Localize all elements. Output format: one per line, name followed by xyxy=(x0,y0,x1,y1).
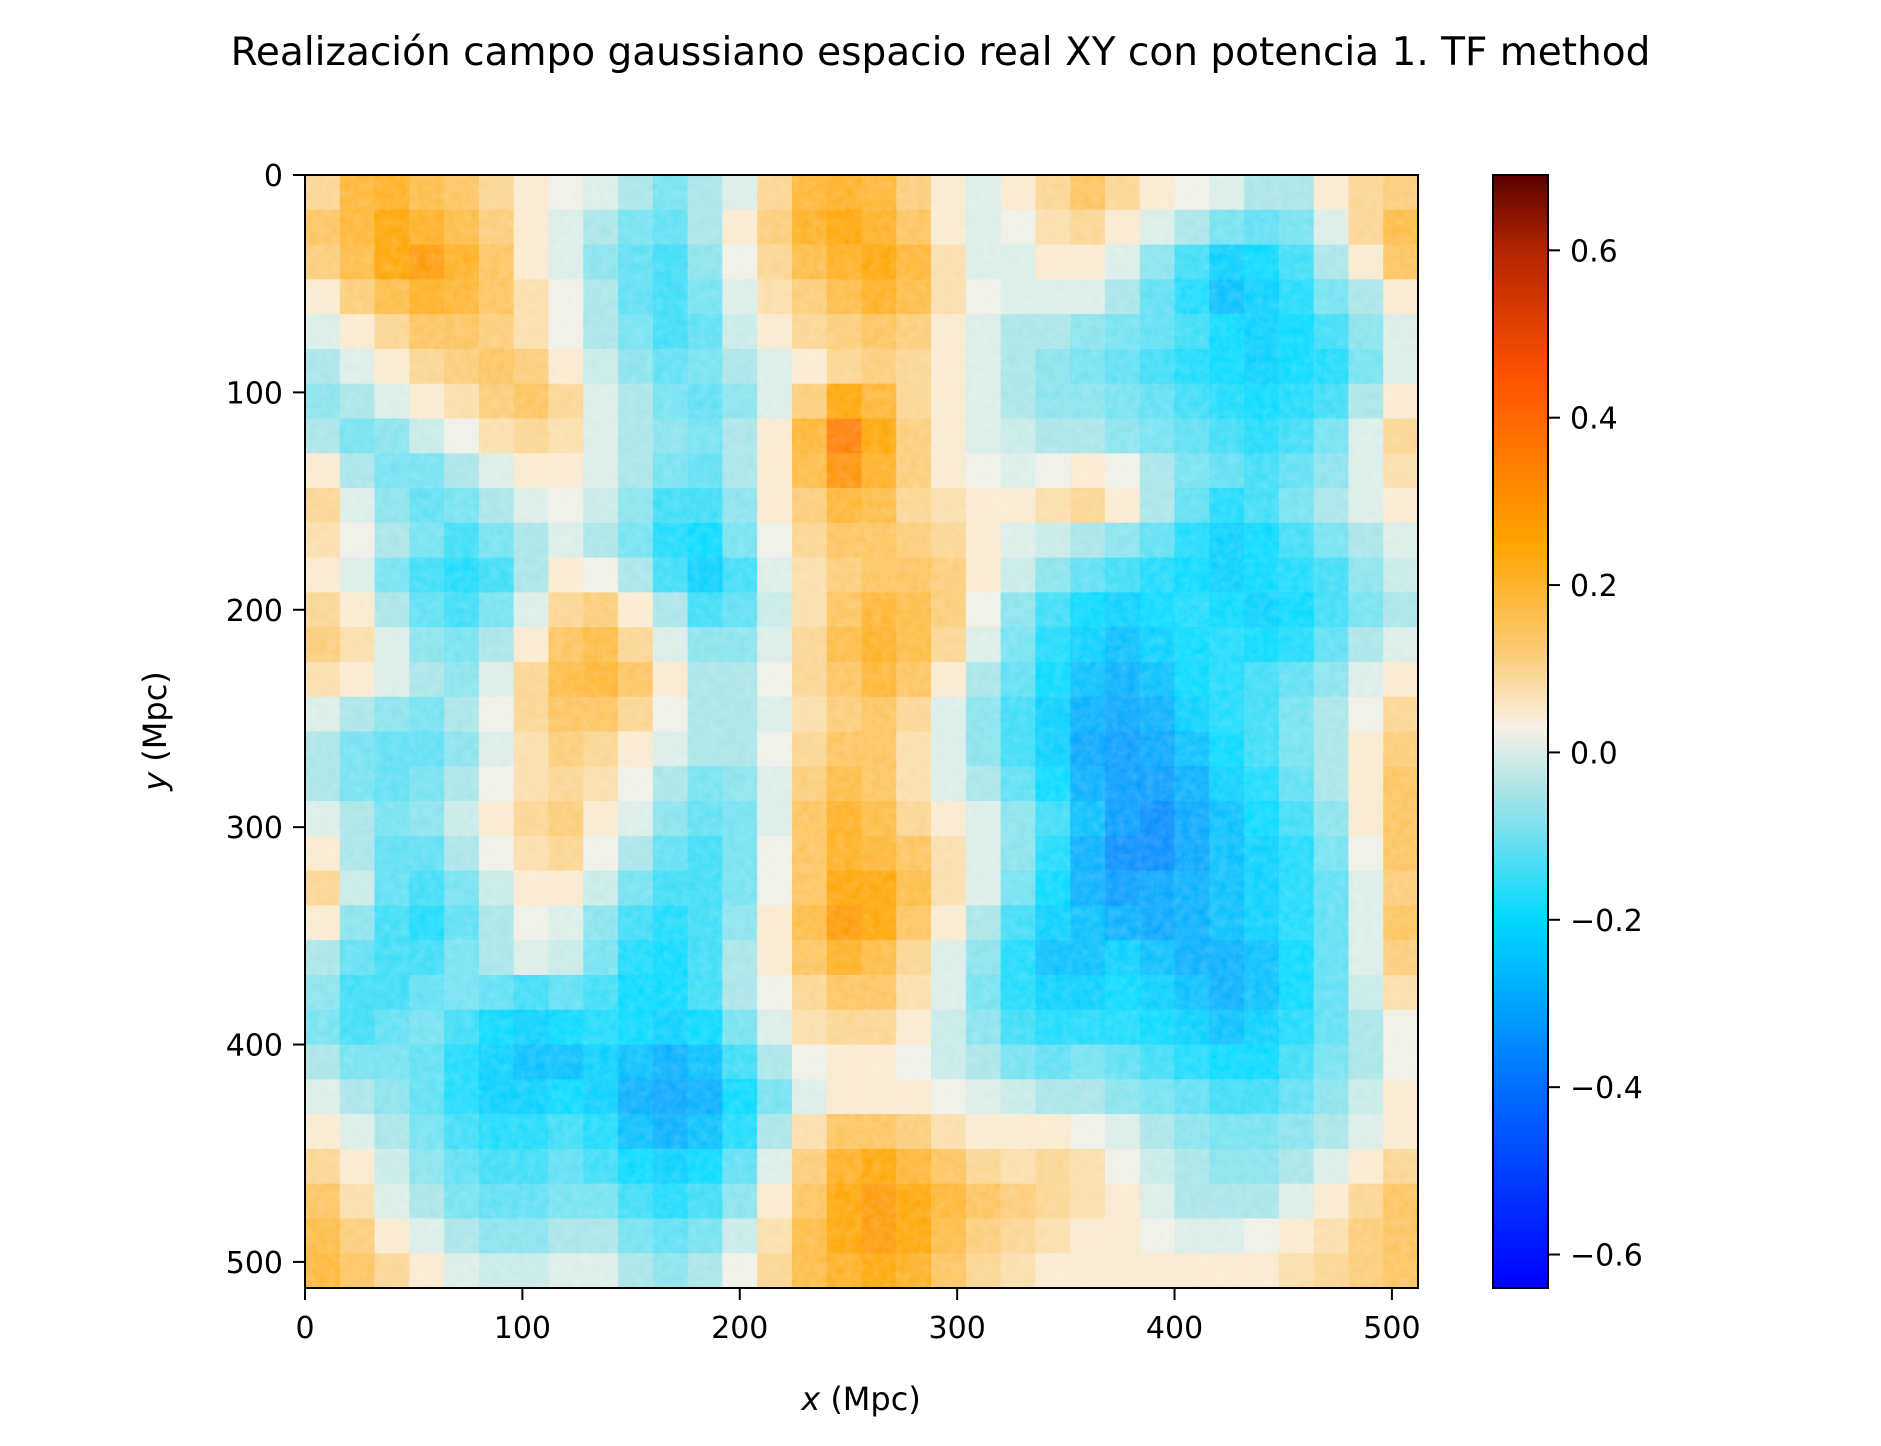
x-tick-label: 200 xyxy=(711,1311,768,1346)
colorbar-tick-label: 0.0 xyxy=(1570,736,1618,771)
y-tick-label: 400 xyxy=(226,1029,283,1064)
y-tick-label: 200 xyxy=(226,594,283,629)
colorbar xyxy=(1492,174,1549,1289)
colorbar-tick-label: 0.6 xyxy=(1570,234,1618,269)
y-tick-label: 300 xyxy=(226,811,283,846)
colorbar-tick-label: −0.2 xyxy=(1570,904,1643,939)
y-axis: 0 100 200 300 400 500 xyxy=(226,159,305,1281)
colorbar-tick-label: 0.2 xyxy=(1570,569,1618,604)
x-tick-label: 0 xyxy=(295,1311,314,1346)
colorbar-tick-label: 0.4 xyxy=(1570,402,1618,437)
colorbar-tick-label: −0.4 xyxy=(1570,1071,1643,1106)
x-axis: 0 100 200 300 400 500 xyxy=(295,1288,1421,1346)
heatmap-texture xyxy=(305,175,1418,1288)
x-tick-label: 400 xyxy=(1146,1311,1203,1346)
y-tick-label: 100 xyxy=(226,376,283,411)
chart-title: Realización campo gaussiano espacio real… xyxy=(230,30,1651,75)
y-axis-label: y (Mpc) xyxy=(136,671,174,792)
x-tick-label: 500 xyxy=(1363,1311,1420,1346)
x-axis-label: x (Mpc) xyxy=(800,1380,921,1418)
y-tick-label: 0 xyxy=(264,159,283,194)
colorbar-tick-label: −0.6 xyxy=(1570,1239,1643,1274)
y-tick-label: 500 xyxy=(226,1246,283,1281)
x-tick-label: 300 xyxy=(929,1311,986,1346)
colorbar-axis: −0.6 −0.4 −0.2 0.0 0.2 0.4 0.6 xyxy=(1548,234,1643,1274)
plot-frame xyxy=(304,174,1419,1289)
x-tick-label: 100 xyxy=(494,1311,551,1346)
